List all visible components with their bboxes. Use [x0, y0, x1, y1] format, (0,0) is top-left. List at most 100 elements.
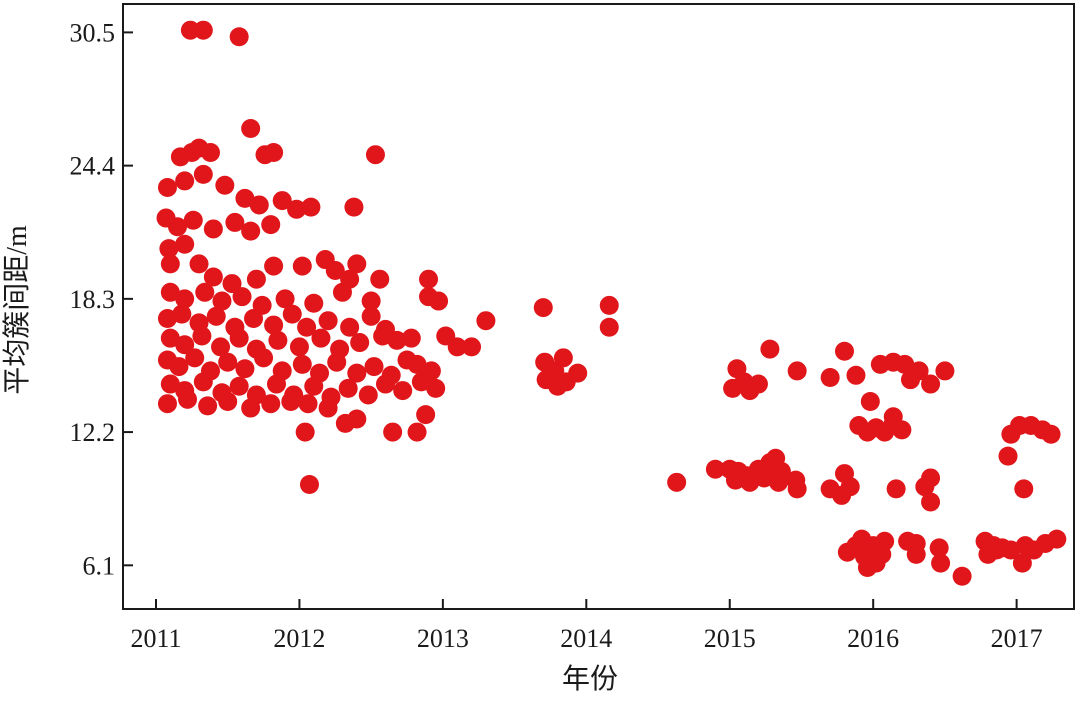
y-axis-label: 平均簇间距/m	[1, 225, 33, 395]
data-point	[159, 239, 179, 259]
data-point	[160, 254, 180, 274]
y-tick-label: 30.5	[70, 18, 116, 47]
data-point	[241, 221, 261, 241]
data-point	[667, 472, 687, 492]
data-point	[834, 464, 854, 484]
data-point	[175, 171, 195, 191]
data-point	[244, 309, 264, 329]
data-point	[340, 317, 360, 337]
data-point	[347, 409, 367, 429]
data-point	[987, 540, 1007, 560]
data-point	[318, 398, 338, 418]
data-point	[332, 282, 352, 302]
x-tick-label: 2012	[273, 624, 325, 653]
data-point	[157, 394, 177, 414]
data-point	[249, 195, 269, 215]
data-point	[393, 381, 413, 401]
data-point	[168, 217, 188, 237]
data-point	[246, 269, 266, 289]
data-point	[787, 361, 807, 381]
x-tick-label: 2013	[417, 624, 469, 653]
data-point	[169, 357, 189, 377]
x-axis-ticks: 2011 2012 2013 2014 2015 2016 2017	[130, 599, 1043, 653]
data-point	[264, 143, 284, 163]
data-point	[754, 468, 774, 488]
data-point	[254, 348, 274, 368]
data-point	[1014, 479, 1034, 499]
data-point	[295, 422, 315, 442]
data-point	[760, 339, 780, 359]
data-point	[282, 304, 302, 324]
data-point	[834, 341, 854, 361]
data-point	[419, 269, 439, 289]
data-point	[411, 372, 431, 392]
data-point	[1012, 553, 1032, 573]
data-point	[931, 553, 951, 573]
plot-frame	[122, 3, 1075, 610]
data-point	[175, 289, 195, 309]
data-point	[157, 177, 177, 197]
data-point	[287, 199, 307, 219]
data-point	[568, 363, 588, 383]
data-point	[229, 376, 249, 396]
data-point	[766, 448, 786, 468]
data-point	[998, 446, 1018, 466]
data-point	[740, 472, 760, 492]
data-point	[222, 274, 242, 294]
data-point	[235, 188, 255, 208]
data-point	[407, 354, 427, 374]
data-point	[866, 553, 886, 573]
data-point	[748, 374, 768, 394]
data-point	[198, 396, 218, 416]
data-point	[160, 282, 180, 302]
data-point	[175, 335, 195, 355]
data-point	[232, 287, 252, 307]
data-point	[212, 291, 232, 311]
data-point	[533, 298, 553, 318]
y-tick-label: 12.2	[70, 418, 116, 447]
data-point	[160, 328, 180, 348]
data-point	[172, 304, 192, 324]
data-point	[292, 354, 312, 374]
data-point	[921, 374, 941, 394]
data-point	[952, 566, 972, 586]
data-point	[929, 538, 949, 558]
data-point	[225, 212, 245, 232]
data-point	[921, 492, 941, 512]
data-point	[229, 27, 249, 47]
data-point	[846, 365, 866, 385]
data-points	[156, 20, 1067, 586]
data-point	[705, 459, 725, 479]
data-point	[387, 330, 407, 350]
data-point	[344, 197, 364, 217]
data-point	[160, 374, 180, 394]
data-point	[218, 392, 238, 412]
x-tick-label: 2015	[704, 624, 756, 653]
data-point	[370, 269, 390, 289]
data-point	[429, 291, 449, 311]
data-point	[383, 422, 403, 442]
data-point	[183, 210, 203, 230]
data-point	[175, 234, 195, 254]
data-point	[229, 328, 249, 348]
data-point	[364, 357, 384, 377]
data-point	[189, 254, 209, 274]
data-point	[350, 333, 370, 353]
data-point	[195, 282, 215, 302]
data-point	[725, 470, 745, 490]
data-point	[1001, 540, 1021, 560]
data-point	[347, 363, 367, 383]
data-point	[325, 260, 345, 280]
data-point	[921, 468, 941, 488]
data-point	[275, 289, 295, 309]
y-tick-label: 18.3	[70, 285, 116, 314]
data-point	[548, 376, 568, 396]
data-point	[875, 531, 895, 551]
data-point	[218, 352, 238, 372]
data-point	[599, 317, 619, 337]
data-point	[304, 376, 324, 396]
x-axis-label: 年份	[562, 663, 618, 695]
data-point	[426, 378, 446, 398]
data-point	[1047, 529, 1067, 549]
